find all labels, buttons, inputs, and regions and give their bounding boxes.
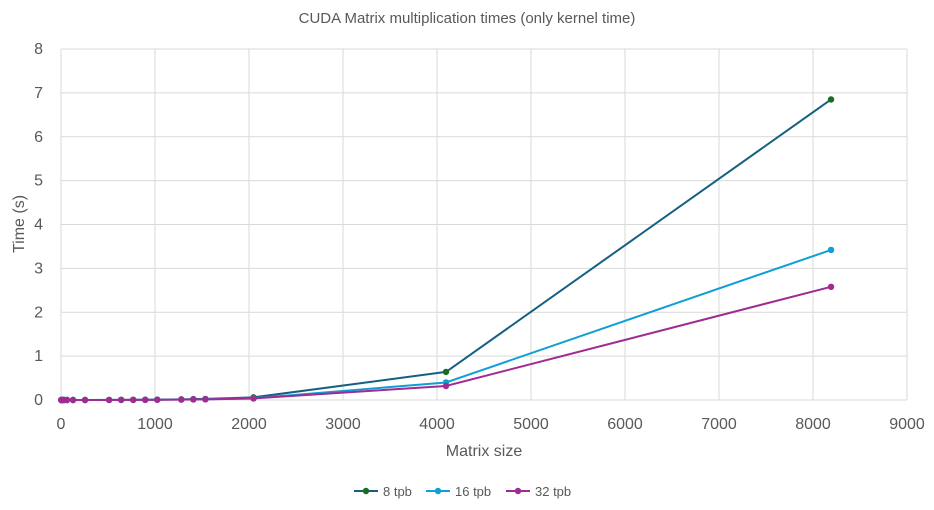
- legend-swatch-marker: [362, 487, 370, 495]
- legend: 8 tpb 16 tpb 32 tpb: [354, 484, 571, 499]
- legend-item: 8 tpb: [354, 484, 412, 499]
- data-point: [442, 382, 450, 390]
- series-16-tpb: [57, 246, 835, 404]
- legend-label: 16 tpb: [455, 484, 491, 499]
- data-point: [827, 283, 835, 291]
- series-line: [60, 249, 832, 401]
- legend-item: 16 tpb: [426, 484, 491, 499]
- y-tick-label: 2: [34, 304, 43, 321]
- legend-item: 32 tpb: [506, 484, 571, 499]
- data-point: [190, 396, 197, 403]
- data-point: [827, 96, 835, 103]
- y-tick-label: 8: [34, 41, 43, 58]
- data-point: [827, 246, 835, 254]
- x-tick-label: 6000: [607, 416, 643, 433]
- chart-title: CUDA Matrix multiplication times (only k…: [299, 10, 636, 27]
- axes: 0 1 2 3 4 5 6 7 8 0 1000 2000 3000 4000 5000 6000 7000 80…: [34, 41, 925, 433]
- data-point: [63, 396, 71, 404]
- x-tick-label: 3000: [325, 416, 361, 433]
- series-layer: [57, 96, 835, 404]
- legend-label: 32 tpb: [535, 484, 571, 499]
- series-32-tpb: [57, 283, 835, 404]
- x-tick-label: 4000: [419, 416, 455, 433]
- x-tick-label: 0: [57, 416, 66, 433]
- series-8-tpb: [57, 96, 835, 404]
- legend-swatch-marker: [514, 487, 522, 495]
- x-tick-label: 5000: [513, 416, 549, 433]
- y-tick-label: 3: [34, 260, 43, 277]
- y-tick-label: 4: [34, 217, 43, 234]
- data-point: [250, 395, 257, 402]
- data-point: [117, 396, 125, 404]
- data-point: [105, 396, 113, 404]
- x-tick-label: 9000: [889, 416, 925, 433]
- data-point: [142, 396, 149, 404]
- y-tick-label: 5: [34, 173, 43, 190]
- legend-swatch-marker: [434, 487, 442, 495]
- x-tick-label: 8000: [795, 416, 831, 433]
- data-point: [178, 396, 185, 403]
- y-tick-label: 0: [34, 392, 43, 409]
- data-point: [69, 396, 77, 404]
- x-axis-title: Matrix size: [446, 443, 523, 460]
- data-point: [154, 396, 161, 403]
- grid: [60, 48, 908, 401]
- y-tick-label: 1: [34, 348, 43, 365]
- y-tick-label: 6: [34, 129, 43, 146]
- legend-label: 8 tpb: [383, 484, 412, 499]
- x-tick-label: 2000: [231, 416, 267, 433]
- data-point: [129, 396, 137, 404]
- y-axis-title: Time (s): [11, 195, 28, 253]
- y-tick-label: 7: [34, 85, 43, 102]
- x-tick-label: 1000: [137, 416, 173, 433]
- data-point: [442, 368, 450, 376]
- x-tick-label: 7000: [701, 416, 737, 433]
- series-line: [60, 98, 832, 401]
- data-point: [81, 396, 89, 404]
- data-point: [202, 396, 209, 403]
